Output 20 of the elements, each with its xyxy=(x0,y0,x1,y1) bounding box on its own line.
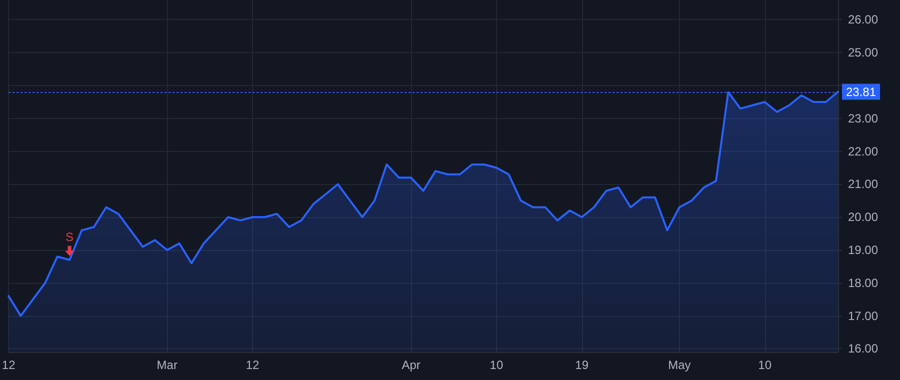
x-tick-label: Mar xyxy=(156,358,178,372)
y-tick-label: 17.00 xyxy=(848,308,878,323)
y-tick-label: 19.00 xyxy=(848,243,878,258)
x-tick-label: 12 xyxy=(246,358,260,372)
y-tick-label: 22.00 xyxy=(848,144,878,158)
y-tick-label: 26.00 xyxy=(848,12,878,27)
x-tick-label: 10 xyxy=(758,358,772,372)
x-tick-label: Apr xyxy=(402,358,420,372)
y-tick-label: 25.00 xyxy=(848,46,878,60)
ref-line-label: 23.81 xyxy=(846,84,876,99)
y-tick-label: 16.00 xyxy=(848,342,878,356)
y-tick-label: 23.00 xyxy=(848,111,878,126)
x-tick-label: May xyxy=(668,358,691,372)
y-tick-label: 18.00 xyxy=(848,276,878,290)
x-tick-label: 10 xyxy=(490,358,504,372)
y-tick-label: 20.00 xyxy=(848,210,878,224)
x-tick-label: 12 xyxy=(2,358,16,372)
y-tick-label: 21.00 xyxy=(848,177,878,192)
x-tick-label: 19 xyxy=(575,358,589,372)
annotation: S xyxy=(66,230,74,244)
